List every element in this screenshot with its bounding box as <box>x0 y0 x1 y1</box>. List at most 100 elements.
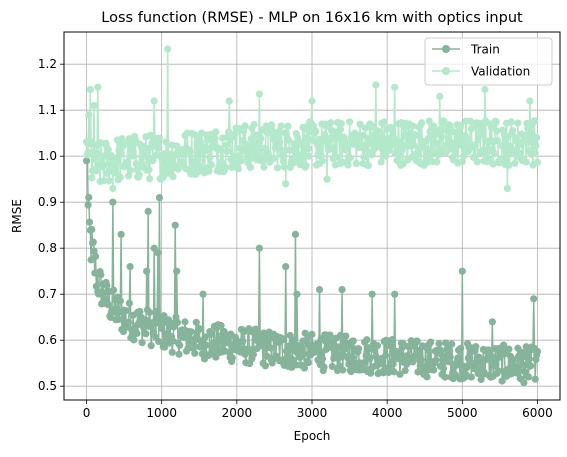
data-point <box>259 157 267 165</box>
data-point <box>390 134 398 142</box>
data-point <box>126 166 134 174</box>
data-point <box>460 152 468 160</box>
data-point <box>293 290 301 298</box>
data-point <box>85 218 94 226</box>
data-point <box>202 341 210 349</box>
legend-marker <box>442 67 450 75</box>
data-point <box>333 153 341 161</box>
data-point <box>88 174 96 182</box>
data-point <box>368 290 376 298</box>
data-point <box>308 97 316 105</box>
data-point <box>98 288 106 296</box>
data-point <box>136 307 144 316</box>
data-point <box>344 161 352 169</box>
data-point <box>526 97 534 105</box>
data-point <box>522 158 530 166</box>
data-point <box>300 364 309 372</box>
data-point <box>427 338 435 346</box>
data-point <box>223 339 231 347</box>
data-point <box>255 90 263 98</box>
x-tick-label: 5000 <box>447 406 478 420</box>
data-point <box>146 308 154 316</box>
data-point <box>280 163 288 171</box>
data-point <box>276 145 285 153</box>
series-validation <box>82 45 542 192</box>
x-tick-label: 2000 <box>222 406 253 420</box>
data-point <box>417 355 425 364</box>
data-point <box>279 151 287 159</box>
data-point <box>89 238 97 246</box>
data-point <box>328 362 336 371</box>
data-point <box>327 119 335 127</box>
data-point <box>439 365 448 373</box>
data-point <box>261 144 269 152</box>
data-point <box>348 353 357 361</box>
data-point <box>186 148 194 156</box>
data-point <box>389 360 397 368</box>
data-point <box>264 336 273 344</box>
data-point <box>432 130 440 138</box>
data-point <box>141 316 149 324</box>
data-point <box>411 131 419 139</box>
data-point <box>255 244 263 252</box>
data-point <box>217 146 225 154</box>
data-point <box>505 345 513 353</box>
data-point <box>115 315 123 324</box>
data-point <box>338 286 346 294</box>
data-point <box>142 330 150 338</box>
data-point <box>478 130 487 138</box>
y-tick-label: 1.0 <box>38 149 57 163</box>
data-point <box>363 336 371 344</box>
data-point <box>160 150 168 158</box>
data-point <box>457 344 465 352</box>
data-point <box>138 339 146 347</box>
data-point <box>507 118 515 126</box>
y-axis-label: RMSE <box>10 199 24 233</box>
data-point <box>312 348 320 356</box>
data-point <box>521 368 529 376</box>
data-point <box>179 159 188 167</box>
data-point <box>470 141 478 149</box>
data-point <box>90 102 98 110</box>
data-point <box>342 332 350 340</box>
data-point <box>391 290 399 298</box>
data-point <box>514 119 522 127</box>
data-point <box>118 135 126 143</box>
data-point <box>222 141 230 149</box>
data-point <box>320 363 328 371</box>
data-point <box>84 148 92 157</box>
data-point <box>109 198 117 206</box>
data-point <box>195 325 203 333</box>
data-point <box>133 329 141 338</box>
data-point <box>154 249 162 257</box>
data-point <box>377 158 385 166</box>
data-point <box>190 341 198 349</box>
data-point <box>323 175 331 183</box>
data-point <box>390 368 398 376</box>
data-point <box>531 149 539 157</box>
data-point <box>525 355 533 363</box>
data-point <box>147 342 155 350</box>
data-point <box>349 337 357 345</box>
data-point <box>382 152 390 160</box>
data-point <box>84 201 92 209</box>
data-point <box>90 247 98 255</box>
data-point <box>155 140 163 148</box>
y-tick-label: 0.5 <box>38 379 57 393</box>
data-point <box>441 373 449 381</box>
data-point <box>211 134 219 143</box>
data-point <box>223 147 231 155</box>
data-point <box>249 350 257 358</box>
data-point <box>435 340 443 348</box>
data-point <box>478 124 486 132</box>
data-point <box>164 45 172 53</box>
data-point <box>520 379 528 387</box>
data-point <box>466 117 475 125</box>
data-point <box>123 158 131 166</box>
data-point <box>237 157 245 165</box>
data-point <box>155 337 163 346</box>
data-point <box>533 158 542 166</box>
data-point <box>491 150 499 158</box>
data-point <box>155 194 164 202</box>
